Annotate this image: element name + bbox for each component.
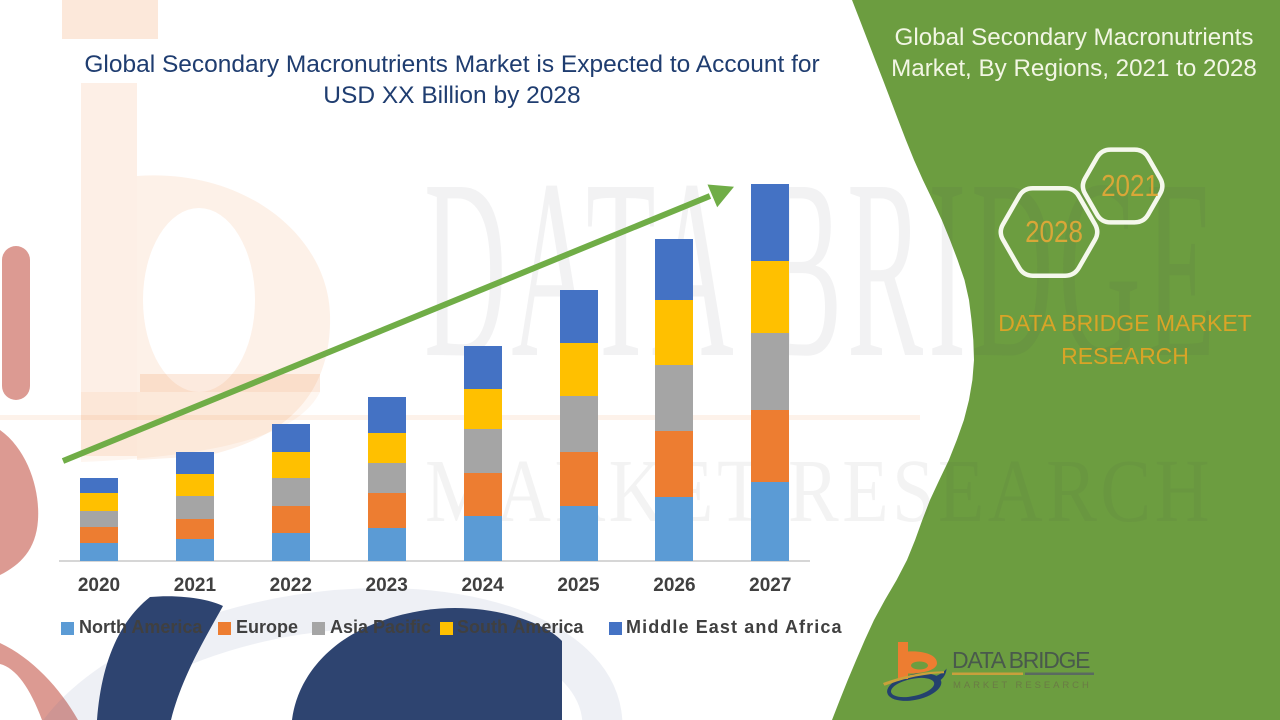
svg-text:MARKET RESEARCH: MARKET RESEARCH: [953, 680, 1092, 691]
svg-text:DATA BRIDGE: DATA BRIDGE: [952, 647, 1092, 673]
